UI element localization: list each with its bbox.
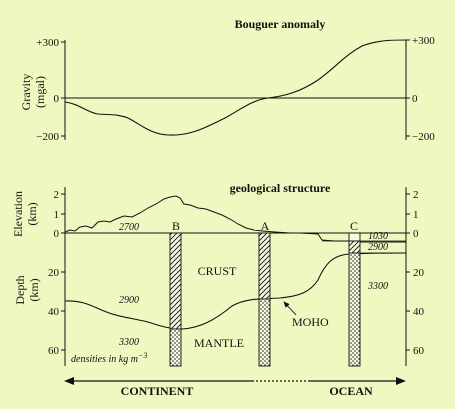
column-a-mantle-fill — [258, 298, 271, 367]
moho-pointer — [283, 301, 297, 316]
column-a-label: A — [261, 219, 270, 233]
density-note-exponent: −3 — [138, 351, 147, 360]
gravity-right-ticklabel-300: +300 — [412, 35, 435, 47]
elev-right-ticklabel-1: 1 — [413, 209, 419, 221]
crust-label: CRUST — [198, 264, 237, 278]
continent-label: CONTINENT — [121, 384, 194, 398]
structure-panel: geological structure Elevation (km) Dept… — [11, 181, 425, 367]
structure-title: geological structure — [230, 181, 331, 195]
column-c-label: C — [350, 219, 358, 233]
column-b-crust-fill — [169, 232, 182, 330]
column-c-mantle-fill — [348, 252, 361, 367]
ocean-label: OCEAN — [329, 384, 373, 398]
moho-line — [64, 252, 407, 330]
depth-left-ticklabel-60: 60 — [48, 345, 60, 357]
elev-left-ticklabel-1: 1 — [54, 209, 60, 221]
elevation-unit: (km) — [25, 202, 39, 225]
moho-label: MOHO — [292, 315, 329, 329]
bouguer-anomaly-curve — [64, 39, 407, 136]
density-mantle-right: 3300 — [367, 281, 388, 292]
density-upper-crust: 2700 — [119, 222, 139, 233]
footer-arrow: CONTINENT OCEAN — [64, 377, 406, 398]
depth-unit: (km) — [27, 278, 41, 301]
gravity-left-ticklabel-300: +300 — [36, 37, 59, 49]
gravity-yunit: (mgal) — [33, 76, 47, 108]
density-crust-left: 2900 — [119, 295, 139, 306]
column-b — [169, 232, 182, 367]
elev-left-ticklabel-2: 2 — [54, 189, 60, 201]
column-c-water-fill — [348, 232, 361, 242]
depth-label: Depth — [13, 275, 27, 304]
elev-left-ticklabel-0: 0 — [54, 228, 60, 240]
density-water: 1030 — [368, 231, 388, 242]
footer-arrowhead-left — [64, 377, 74, 385]
density-note-prefix: densities in kg m — [71, 354, 138, 365]
column-b-mantle-fill — [169, 328, 182, 367]
mantle-label: MANTLE — [194, 336, 244, 350]
gravity-left-ticklabel-200: −200 — [36, 131, 59, 143]
gravity-ylabel: Gravity — [19, 74, 33, 111]
footer-arrowhead-right — [396, 377, 406, 385]
gravity-panel: Bouguer anomaly Gravity (mgal) +300 0 −2… — [19, 17, 435, 143]
depth-right-ticklabel-60: 60 — [413, 345, 425, 357]
depth-right-ticklabel-20: 20 — [413, 267, 425, 279]
density-note: densities in kg m−3 — [71, 351, 147, 365]
gravity-left-ticklabel-0: 0 — [54, 93, 60, 105]
elevation-label: Elevation — [11, 191, 25, 237]
depth-right-ticklabel-40: 40 — [413, 306, 425, 318]
gravity-right-ticklabel-0: 0 — [412, 93, 418, 105]
column-c — [348, 232, 361, 367]
elev-right-ticklabel-2: 2 — [413, 189, 419, 201]
column-c-crust-fill — [348, 240, 361, 254]
density-ocean-crust: 2900 — [368, 242, 388, 253]
density-mantle-left: 3300 — [118, 337, 139, 348]
gravity-title: Bouguer anomaly — [235, 17, 326, 31]
depth-left-ticklabel-40: 40 — [48, 306, 60, 318]
topography-line — [64, 195, 291, 234]
column-a — [258, 232, 271, 367]
gravity-right-ticklabel-200: −200 — [412, 131, 435, 143]
elev-right-ticklabel-0: 0 — [413, 228, 419, 240]
column-b-label: B — [172, 219, 180, 233]
column-a-crust-fill — [258, 232, 271, 300]
depth-left-ticklabel-20: 20 — [48, 267, 60, 279]
